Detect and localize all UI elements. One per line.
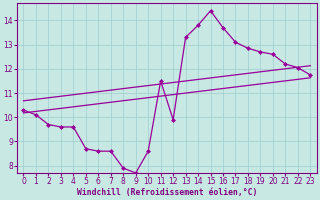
X-axis label: Windchill (Refroidissement éolien,°C): Windchill (Refroidissement éolien,°C) (77, 188, 257, 197)
